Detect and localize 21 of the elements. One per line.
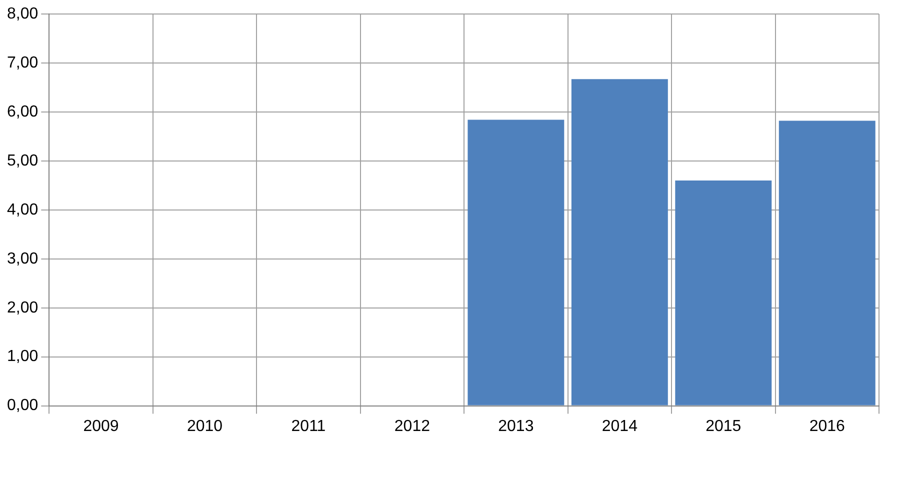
x-tick-label: 2011 (291, 418, 326, 435)
y-tick-label: 5,00 (7, 152, 38, 170)
y-tick-label: 4,00 (7, 201, 38, 218)
bar (468, 120, 564, 406)
y-tick-label: 6,00 (7, 103, 38, 120)
y-tick-label: 0,00 (7, 397, 38, 414)
x-tick-label: 2014 (602, 418, 638, 435)
bar (571, 79, 668, 406)
x-tick-label: 2010 (186, 418, 223, 435)
x-tick-label: 2009 (83, 418, 119, 435)
y-tick-label: 2,00 (7, 299, 38, 316)
y-tick-label: 8,00 (7, 5, 38, 22)
x-tick-label: 2016 (809, 418, 846, 435)
y-tick-label: 7,00 (7, 54, 38, 72)
bar (675, 180, 772, 406)
x-tick-label: 2015 (706, 418, 742, 435)
bar (778, 120, 876, 406)
y-tick-label: 3,00 (7, 250, 38, 268)
y-tick-label: 1,00 (7, 348, 38, 366)
x-tick-label: 2013 (498, 418, 534, 435)
x-tick-label: 2012 (394, 418, 430, 435)
